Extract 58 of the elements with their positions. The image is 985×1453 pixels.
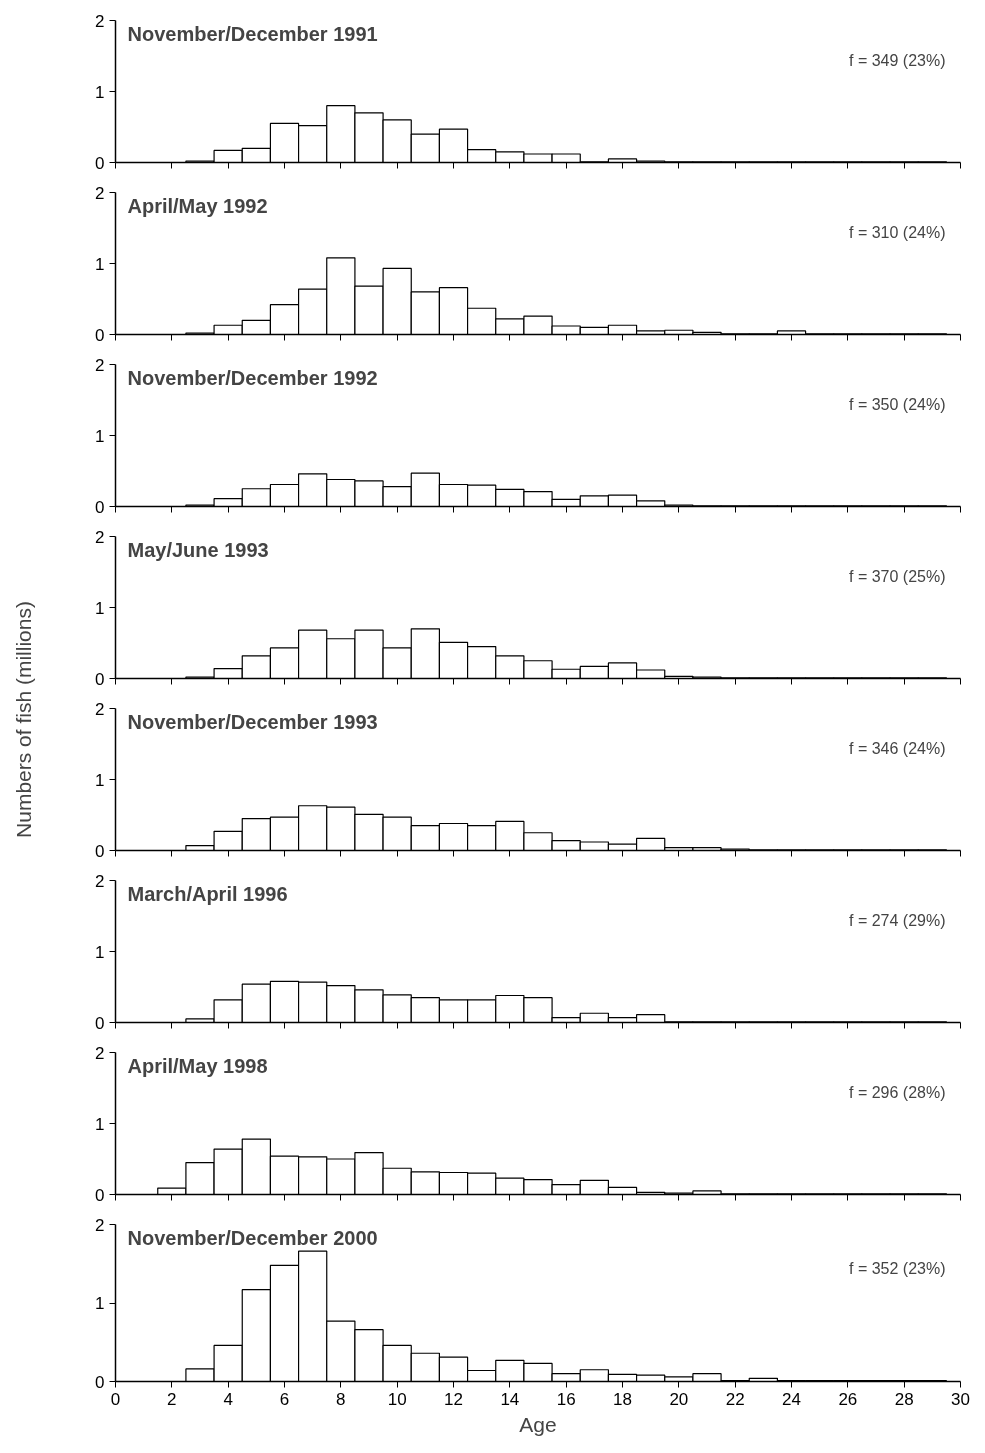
- chart-title: April/May 1998: [127, 1054, 268, 1077]
- y-tick-label: 1: [95, 1294, 105, 1313]
- chart-title: March/April 1996: [127, 882, 288, 905]
- y-tick-label: 2: [95, 355, 105, 375]
- y-tick-label: 0: [95, 325, 105, 345]
- annotation: f = 274 (29%): [849, 911, 946, 929]
- x-tick-label: 8: [336, 1389, 346, 1409]
- x-tick-label: 26: [838, 1389, 858, 1409]
- y-tick-label: 2: [95, 183, 105, 203]
- x-tick-label: 18: [613, 1389, 632, 1409]
- chart-title: November/December 1993: [127, 710, 378, 733]
- y-tick-label: 2: [95, 871, 105, 891]
- annotation: f = 296 (28%): [849, 1083, 946, 1101]
- chart-title: May/June 1993: [127, 538, 269, 561]
- annotation: f = 346 (24%): [849, 739, 946, 757]
- x-tick-label: 20: [669, 1389, 689, 1409]
- y-tick-label: 0: [95, 669, 105, 689]
- annotation: f = 310 (24%): [849, 223, 946, 241]
- y-tick-label: 0: [95, 1372, 105, 1392]
- annotation: f = 349 (23%): [849, 51, 946, 69]
- y-tick-label: 1: [95, 254, 105, 274]
- y-tick-label: 1: [95, 598, 105, 618]
- y-tick-label: 0: [95, 497, 105, 517]
- x-axis-title: Age: [519, 1412, 557, 1436]
- x-tick-label: 6: [279, 1389, 290, 1409]
- x-tick-label: 28: [894, 1389, 914, 1409]
- y-tick-label: 1: [95, 1114, 105, 1134]
- y-tick-label: 0: [95, 1013, 105, 1033]
- y-tick-label: 1: [95, 82, 105, 102]
- y-tick-label: 1: [95, 426, 105, 446]
- y-tick-label: 1: [95, 942, 105, 962]
- x-tick-label: 30: [951, 1389, 970, 1409]
- y-tick-label: 2: [95, 1043, 105, 1063]
- x-tick-label: 22: [725, 1389, 745, 1409]
- x-tick-label: 14: [500, 1389, 520, 1409]
- x-tick-label: 24: [782, 1389, 801, 1409]
- y-axis-title: Numbers of fish (millions): [11, 601, 35, 838]
- x-tick-label: 10: [387, 1389, 407, 1409]
- chart-title: November/December 1991: [127, 22, 378, 45]
- y-tick-label: 2: [95, 11, 105, 31]
- chart-title: April/May 1992: [127, 194, 268, 217]
- y-tick-label: 0: [95, 841, 105, 861]
- x-tick-label: 4: [223, 1389, 233, 1409]
- x-tick-label: 16: [556, 1389, 576, 1409]
- y-tick-label: 2: [95, 1215, 105, 1235]
- annotation: f = 350 (24%): [849, 395, 946, 413]
- y-tick-label: 1: [95, 770, 105, 790]
- y-tick-label: 0: [95, 1185, 105, 1205]
- y-tick-label: 2: [95, 527, 105, 547]
- y-tick-label: 2: [95, 699, 105, 719]
- x-tick-label: 2: [167, 1389, 177, 1409]
- x-tick-label: 0: [110, 1389, 121, 1409]
- x-tick-label: 12: [444, 1389, 463, 1409]
- annotation: f = 352 (23%): [849, 1259, 946, 1277]
- chart-title: November/December 1992: [127, 366, 378, 389]
- chart-title: November/December 2000: [127, 1226, 378, 1249]
- annotation: f = 370 (25%): [849, 567, 946, 585]
- y-tick-label: 0: [95, 153, 105, 173]
